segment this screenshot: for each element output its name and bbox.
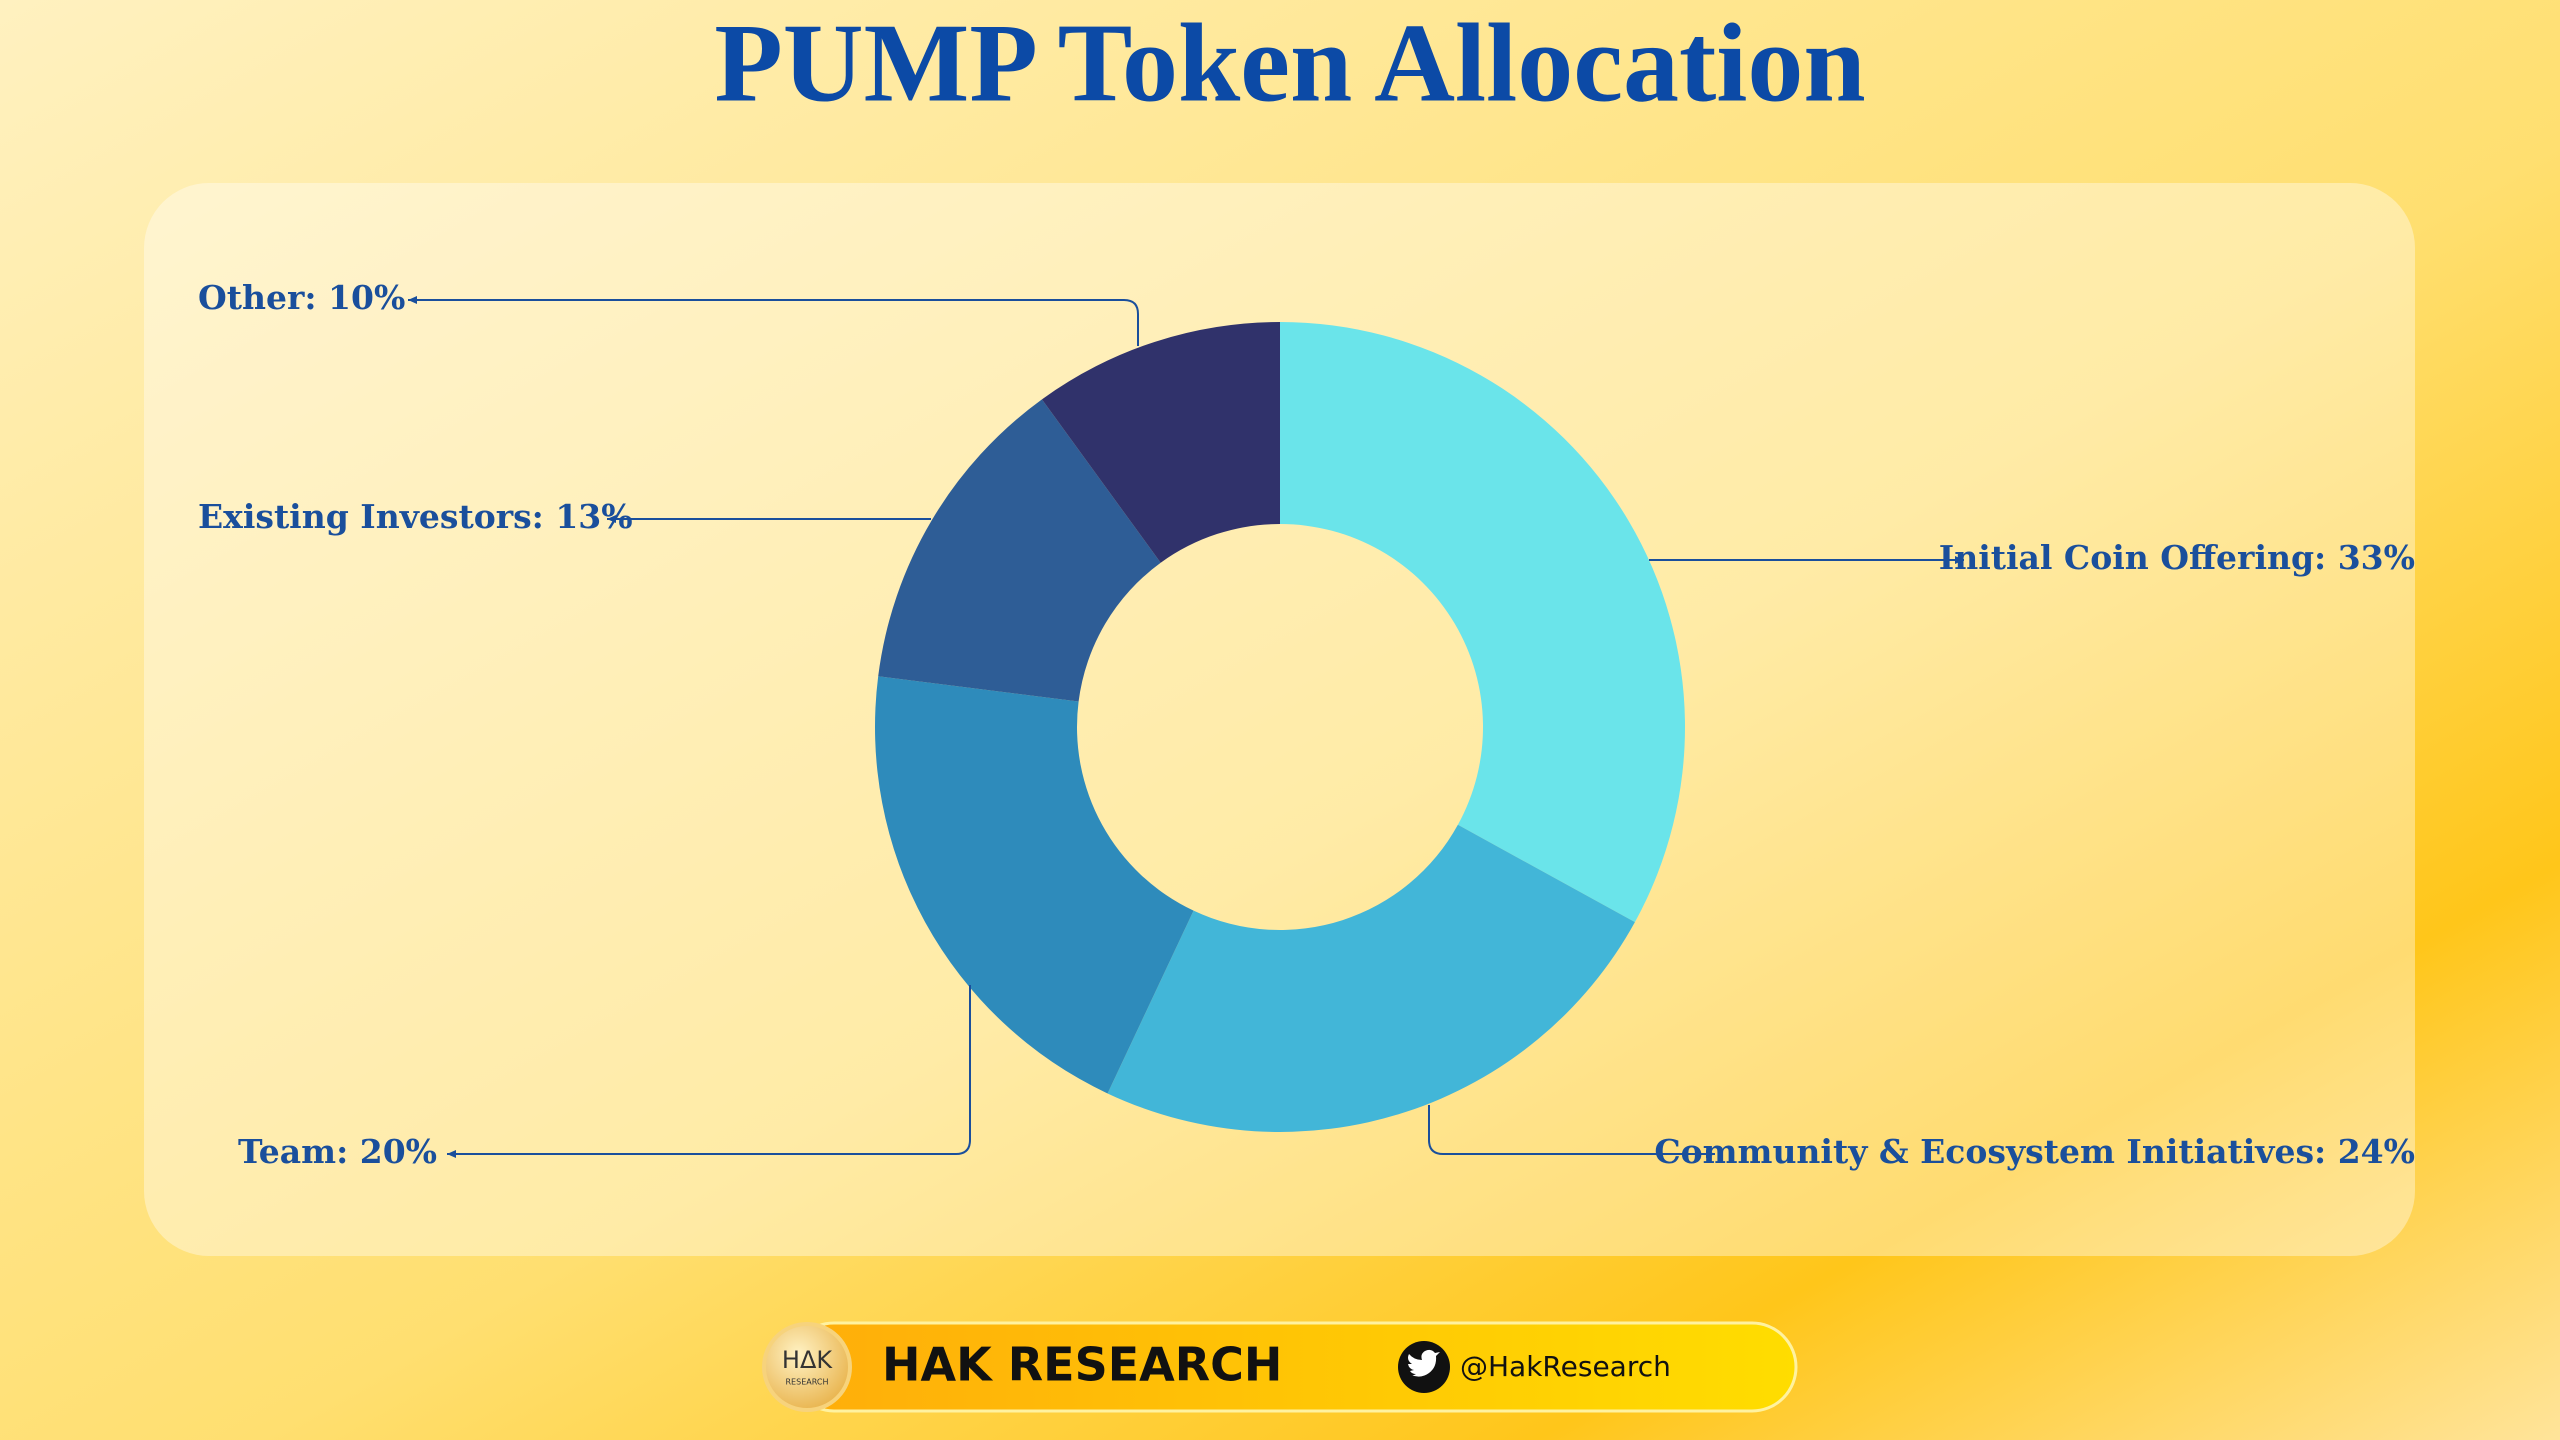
leader-lines [408, 296, 1964, 1158]
arrow [408, 296, 417, 304]
slice [875, 676, 1194, 1094]
arrow [1706, 1150, 1715, 1158]
slice-label: Other: 10% [198, 278, 405, 317]
logo-text: HΔK [782, 1346, 833, 1374]
panel [144, 183, 2415, 1256]
arrow [607, 515, 616, 523]
slice-label: Existing Investors: 13% [198, 497, 633, 536]
leader-line [408, 299, 1139, 346]
arrow [1955, 556, 1964, 564]
footer: HΔK RESEARCH HAK RESEARCH @HakResearch [762, 1321, 1798, 1413]
chart-title: PUMP Token Allocation [714, 2, 1865, 126]
slice-label: Community & Ecosystem Initiatives: 24% [1654, 1132, 2415, 1171]
leader-line [447, 985, 971, 1155]
brand: HAK RESEARCH [882, 1338, 1282, 1392]
logo [762, 1322, 852, 1412]
slice-label: Initial Coin Offering: 33% [1939, 538, 2415, 577]
donut [875, 322, 1685, 1132]
twitter-bird [1408, 1349, 1440, 1377]
arrow [447, 1150, 456, 1158]
slice [878, 399, 1161, 702]
slice [1107, 824, 1635, 1132]
slice [1280, 322, 1685, 923]
handle: @HakResearch [1460, 1350, 1671, 1383]
leader-line [1428, 1105, 1715, 1155]
slice-label: Team: 20% [238, 1132, 437, 1171]
logo-subtext: RESEARCH [786, 1378, 829, 1387]
slice [1041, 322, 1280, 563]
